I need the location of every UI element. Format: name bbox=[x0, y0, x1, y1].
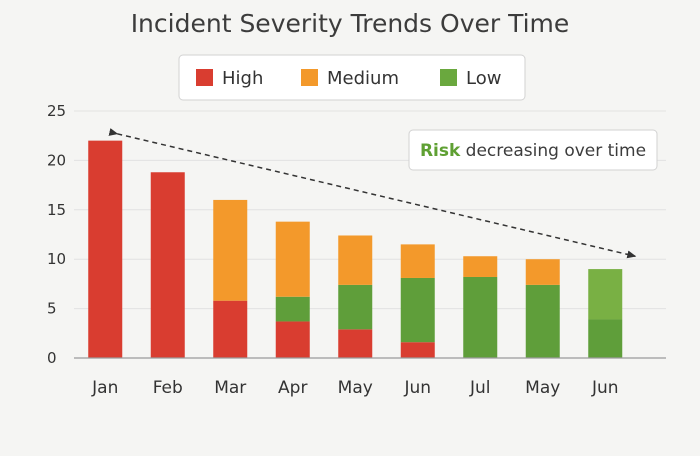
bar-high-0 bbox=[88, 140, 123, 358]
x-tick-label: May bbox=[525, 378, 560, 398]
x-tick-label: Jul bbox=[469, 378, 491, 398]
legend-label-low: Low bbox=[466, 68, 501, 89]
bar-high-5 bbox=[400, 342, 435, 358]
y-tick-label: 5 bbox=[47, 300, 57, 318]
x-tick-label: Jun bbox=[591, 378, 619, 398]
bar-high-1 bbox=[150, 172, 185, 358]
bar-low-8 bbox=[588, 319, 623, 358]
x-tick-label: Apr bbox=[278, 378, 307, 398]
annotation-box bbox=[408, 129, 658, 171]
y-tick-label: 15 bbox=[47, 201, 66, 219]
x-tick-labels: Jan Feb Mar Apr May Jun Jul May Jun bbox=[91, 378, 618, 398]
annotation: Risk decreasing over time bbox=[408, 129, 658, 171]
x-tick-label: May bbox=[338, 378, 373, 398]
bar-medium-6 bbox=[463, 256, 498, 277]
bar-low-5 bbox=[400, 277, 435, 343]
x-tick-label: Jan bbox=[91, 378, 118, 398]
annotation-body: decreasing over time bbox=[460, 141, 646, 161]
y-tick-label: 10 bbox=[47, 250, 66, 268]
bar-high-3 bbox=[275, 321, 310, 358]
y-tick-labels: 0 5 10 15 20 25 bbox=[47, 102, 66, 367]
annotation-accent: Risk bbox=[420, 141, 461, 161]
legend-swatch-high bbox=[196, 69, 213, 86]
bar-high-4 bbox=[338, 329, 373, 358]
y-tick-label: 20 bbox=[47, 151, 66, 169]
bar-medium-5 bbox=[400, 244, 435, 278]
legend-label-medium: Medium bbox=[327, 68, 399, 89]
bar-medium-2 bbox=[213, 199, 248, 301]
legend-swatch-low bbox=[440, 69, 457, 86]
bar-low-4 bbox=[338, 284, 373, 330]
legend-swatch-medium bbox=[301, 69, 318, 86]
bar-low-7 bbox=[525, 284, 560, 358]
bar-medium-3 bbox=[275, 221, 310, 297]
legend-label-high: High bbox=[222, 68, 263, 89]
trend-arrow bbox=[108, 128, 637, 259]
bar-medium-4 bbox=[338, 235, 373, 285]
chart-title: Incident Severity Trends Over Time bbox=[131, 9, 570, 38]
y-tick-label: 0 bbox=[47, 349, 57, 367]
legend-box bbox=[178, 54, 526, 101]
y-tick-label: 25 bbox=[47, 102, 66, 120]
bars bbox=[88, 140, 623, 358]
bar-medium-7 bbox=[525, 259, 560, 285]
bar-low-3 bbox=[275, 296, 310, 322]
x-tick-label: Jun bbox=[403, 378, 431, 398]
bar-high-2 bbox=[213, 300, 248, 358]
x-tick-label: Feb bbox=[153, 378, 183, 398]
x-tick-label: Mar bbox=[214, 378, 246, 398]
legend: High Medium Low bbox=[178, 54, 526, 101]
bar-low-6 bbox=[463, 276, 498, 358]
annotation-text: Risk decreasing over time bbox=[420, 141, 646, 161]
bar-low-8 bbox=[588, 269, 623, 320]
